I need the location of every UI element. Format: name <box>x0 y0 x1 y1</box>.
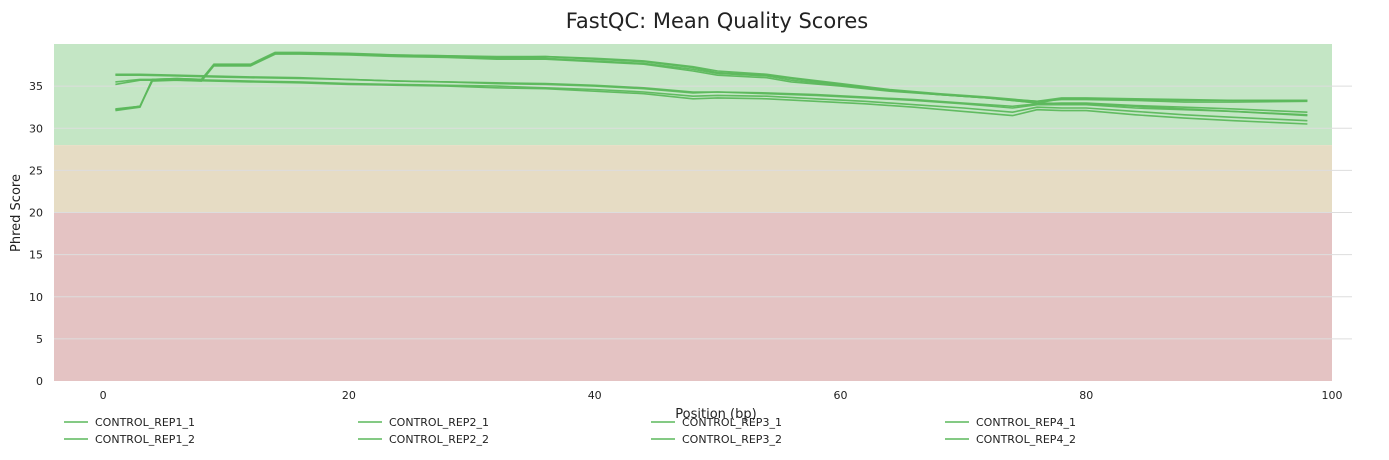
legend-label: CONTROL_REP4_1 <box>976 416 1076 429</box>
chart-title: FastQC: Mean Quality Scores <box>566 9 869 33</box>
legend-label: CONTROL_REP4_2 <box>976 433 1076 446</box>
legend-item-control-rep1-1[interactable]: CONTROL_REP1_1 <box>64 416 195 429</box>
series-line-control-rep4-1 <box>115 51 1308 110</box>
legend-label: CONTROL_REP1_2 <box>95 433 195 446</box>
y-tick-label: 5 <box>36 333 43 346</box>
gridlines <box>54 85 1352 340</box>
legend: CONTROL_REP1_1 CONTROL_REP1_2 CONTROL_REP2… <box>64 416 1076 446</box>
x-tick-label: 60 <box>833 389 847 402</box>
series-line-control-rep4-2 <box>115 74 1308 116</box>
y-axis-label: Phred Score <box>9 174 24 252</box>
y-tick-label: 15 <box>29 249 43 262</box>
quality-band-1 <box>54 145 1332 213</box>
y-tick-label: 20 <box>29 207 43 220</box>
x-tick-label: 80 <box>1079 389 1093 402</box>
legend-item-control-rep2-2[interactable]: CONTROL_REP2_2 <box>358 433 489 446</box>
legend-item-control-rep3-2[interactable]: CONTROL_REP3_2 <box>651 433 782 446</box>
legend-item-control-rep4-1[interactable]: CONTROL_REP4_1 <box>945 416 1076 429</box>
quality-band-0 <box>54 44 1332 146</box>
x-axis-ticks: 0 20 40 60 80 100 <box>100 389 1343 402</box>
y-tick-label: 30 <box>29 122 43 135</box>
legend-label: CONTROL_REP1_1 <box>95 416 195 429</box>
x-tick-label: 0 <box>100 389 107 402</box>
x-tick-label: 20 <box>342 389 356 402</box>
legend-label: CONTROL_REP2_2 <box>389 433 489 446</box>
x-axis-label: Position (bp) <box>675 407 756 422</box>
legend-item-control-rep2-1[interactable]: CONTROL_REP2_1 <box>358 416 489 429</box>
legend-label: CONTROL_REP3_1 <box>682 416 782 429</box>
y-tick-label: 10 <box>29 291 43 304</box>
series-line-control-rep2-2 <box>115 79 1308 125</box>
series-lines <box>115 51 1308 125</box>
y-tick-label: 0 <box>36 375 43 388</box>
x-tick-label: 40 <box>588 389 602 402</box>
legend-item-control-rep1-2[interactable]: CONTROL_REP1_2 <box>64 433 195 446</box>
y-tick-label: 25 <box>29 164 43 177</box>
series-line-control-rep3-2 <box>115 78 1308 122</box>
legend-label: CONTROL_REP2_1 <box>389 416 489 429</box>
y-axis-ticks: 0 5 10 15 20 25 30 35 <box>29 80 43 388</box>
legend-item-control-rep3-1[interactable]: CONTROL_REP3_1 <box>651 416 782 429</box>
legend-label: CONTROL_REP3_2 <box>682 433 782 446</box>
legend-item-control-rep4-2[interactable]: CONTROL_REP4_2 <box>945 433 1076 446</box>
y-tick-label: 35 <box>29 80 43 93</box>
x-tick-label: 100 <box>1322 389 1343 402</box>
